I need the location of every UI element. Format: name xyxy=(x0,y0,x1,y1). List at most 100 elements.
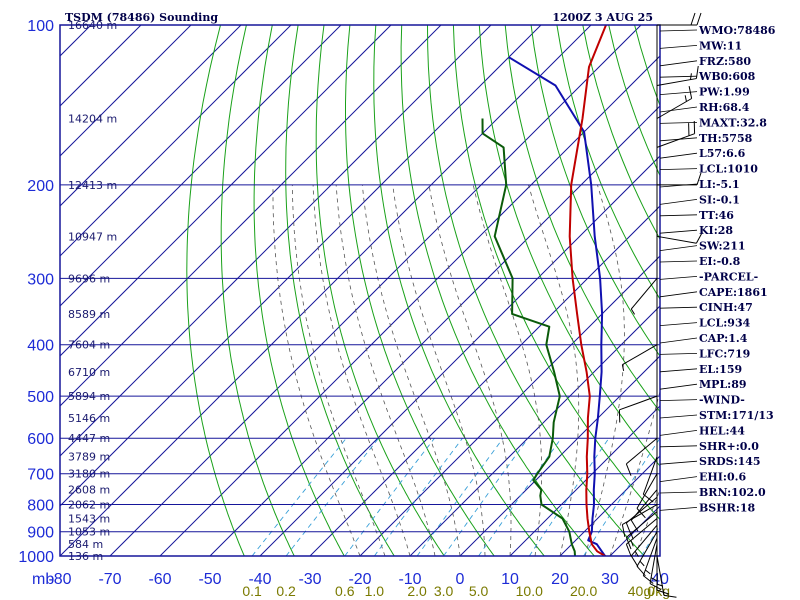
barb-flag xyxy=(621,524,626,538)
wind-barb xyxy=(656,121,696,148)
height-label: 3180 m xyxy=(68,468,110,481)
pressure-tick-label: 900 xyxy=(27,525,54,542)
stat-leader xyxy=(659,122,698,124)
stat-entry: HEL:44 xyxy=(699,424,745,437)
stat-leader xyxy=(659,276,698,280)
stat-leader xyxy=(659,306,698,309)
isotherm xyxy=(409,305,660,556)
stat-entry: SW:211 xyxy=(699,240,746,253)
stat-entry: WB0:608 xyxy=(698,70,756,83)
dry-adiabat xyxy=(452,25,660,521)
stat-entry: CAPE:1861 xyxy=(699,286,768,299)
isotherm xyxy=(359,255,660,556)
isotherm xyxy=(60,25,442,407)
stat-entry: EL:159 xyxy=(699,363,742,376)
temperature-tick-label: -40 xyxy=(248,571,271,588)
dry-adiabat xyxy=(253,25,345,556)
barb-flag xyxy=(625,522,632,535)
barb-flag xyxy=(696,12,702,26)
stat-leader xyxy=(659,229,698,234)
barb-flag xyxy=(690,12,696,26)
height-label: 4447 m xyxy=(68,432,110,445)
stat-leader xyxy=(659,137,698,142)
chart-title: TSDM (78486) Sounding xyxy=(65,11,218,24)
stat-leader xyxy=(659,45,698,49)
barb-staff xyxy=(622,344,658,366)
barb-flag xyxy=(649,583,662,591)
stat-leader xyxy=(659,168,698,170)
stat-entry: LFC:719 xyxy=(699,347,750,360)
barb-staff xyxy=(656,133,695,148)
stat-entry: BSHR:18 xyxy=(699,501,755,514)
stat-entry: LI:-5.1 xyxy=(699,178,740,191)
barb-flag xyxy=(625,463,632,476)
wind-barb xyxy=(656,550,670,595)
stat-leader xyxy=(659,183,698,188)
isotherm xyxy=(60,25,292,257)
mixing-ratio-line xyxy=(583,437,660,556)
stat-entry: WMO:78486 xyxy=(698,24,776,37)
stat-leader xyxy=(659,75,698,78)
isotherm xyxy=(509,405,660,556)
stat-entry: SRDS:145 xyxy=(699,455,761,468)
barb-flag xyxy=(630,520,639,532)
height-label: 8589 m xyxy=(68,308,110,321)
barb-staff xyxy=(626,518,658,545)
stat-entry: TH:5758 xyxy=(699,132,753,145)
height-label: 7604 m xyxy=(68,339,110,352)
wind-barb xyxy=(618,395,658,423)
stat-entry: MPL:89 xyxy=(699,378,747,391)
stat-leader xyxy=(659,199,698,205)
barb-staff xyxy=(626,437,658,465)
wind-barb xyxy=(625,437,658,476)
barb-flag xyxy=(663,594,677,598)
moist-adiabat xyxy=(291,184,386,556)
dry-adiabat xyxy=(504,25,660,413)
stat-leader xyxy=(659,368,698,373)
mixing-ratio-label: 0.6 xyxy=(335,583,355,599)
stat-entry: MAXT:32.8 xyxy=(699,116,767,129)
isotherm xyxy=(60,25,192,157)
stat-entry: BRN:102.0 xyxy=(699,486,766,499)
isotherm xyxy=(60,25,492,457)
moist-adiabat xyxy=(392,184,486,556)
barb-half-flag xyxy=(621,364,625,371)
stat-leader xyxy=(659,60,698,67)
barb-staff xyxy=(630,278,658,310)
mixing-ratio-label: 5.0 xyxy=(469,583,489,599)
mixing-ratio-label: 3.0 xyxy=(434,583,454,599)
barb-flag xyxy=(630,555,639,567)
height-label: 2608 m xyxy=(68,484,110,497)
barb-staff xyxy=(636,531,658,567)
isotherm xyxy=(459,355,660,556)
dewpoint-trace xyxy=(481,118,576,556)
height-label: 136 m xyxy=(68,550,103,563)
mixing-ratio-line xyxy=(478,437,562,556)
pressure-tick-label: 500 xyxy=(27,389,54,406)
stat-entry: -WIND- xyxy=(699,394,745,407)
stat-leader xyxy=(659,383,698,390)
stat-leader xyxy=(659,91,698,95)
barb-flag xyxy=(636,508,646,519)
wind-barb xyxy=(649,544,662,591)
barb-flag xyxy=(625,537,632,550)
stat-leader xyxy=(659,491,698,494)
mixing-ratio-label: 0.2 xyxy=(276,583,296,599)
sounding-traces xyxy=(481,25,608,556)
stat-leader xyxy=(659,353,698,355)
barb-staff xyxy=(642,537,658,576)
pressure-tick-label: 700 xyxy=(27,467,54,484)
height-label: 3789 m xyxy=(68,451,110,464)
moist-adiabat xyxy=(472,184,542,556)
temperature-tick-label: 40 xyxy=(651,571,669,588)
stat-entry: KI:28 xyxy=(699,224,733,237)
wind-barb xyxy=(636,473,658,519)
stat-leader xyxy=(659,322,698,326)
temperature-tick-label: 30 xyxy=(601,571,619,588)
height-label: 10947 m xyxy=(68,230,117,243)
stat-leader xyxy=(659,214,698,217)
plot-frame xyxy=(59,24,661,557)
wind-barb xyxy=(630,524,658,567)
stat-leader xyxy=(659,291,698,298)
